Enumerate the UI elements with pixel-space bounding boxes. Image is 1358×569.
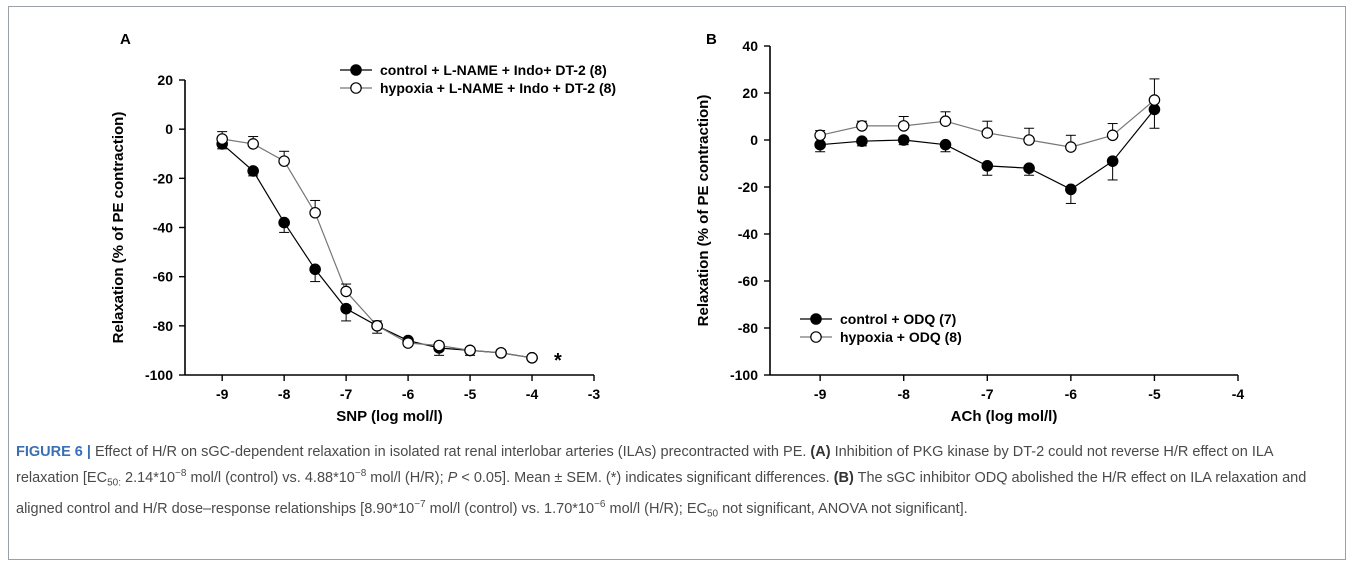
caption-text: mol/l (control) vs. 1.70*10 xyxy=(425,500,595,517)
x-tick-label: -5 xyxy=(464,386,477,402)
caption-superscript: −7 xyxy=(414,498,426,510)
y-tick-label: 0 xyxy=(750,132,758,148)
data-point xyxy=(1065,141,1077,153)
y-tick-label: -20 xyxy=(153,170,173,186)
data-point xyxy=(278,155,290,167)
legend-marker xyxy=(810,313,822,325)
significance-annotation: * xyxy=(554,350,562,372)
caption-text: Inhibition of PKG kinase by DT-2 could n… xyxy=(16,444,1273,486)
x-tick-label: -9 xyxy=(814,386,827,402)
caption-superscript: −8 xyxy=(175,468,187,479)
x-tick-label: -4 xyxy=(526,386,539,402)
caption-text: 2.14*10 xyxy=(120,469,176,486)
x-tick-label: -9 xyxy=(216,386,229,402)
data-point xyxy=(1023,162,1035,174)
x-tick-label: -6 xyxy=(1065,386,1078,402)
legend-entry: hypoxia + L-NAME + Indo + DT-2 (8) xyxy=(380,80,616,96)
y-tick-label: -20 xyxy=(738,179,758,195)
y-tick-label: -80 xyxy=(153,318,173,334)
caption-text: not significant, ANOVA not significant]. xyxy=(718,500,968,517)
panel-label: B xyxy=(706,31,717,48)
caption-subscript: 50 xyxy=(706,508,719,520)
panel-label: A xyxy=(120,31,131,48)
data-point xyxy=(495,347,507,359)
legend-marker xyxy=(350,82,362,94)
data-point xyxy=(247,165,259,177)
x-axis-label: ACh (log mol/l) xyxy=(951,408,1058,425)
data-point xyxy=(371,320,383,332)
y-tick-label: -60 xyxy=(153,269,173,285)
caption-text: < 0.05]. Mean ± SEM. (*) indicates signi… xyxy=(457,469,834,486)
caption-text: The sGC inhibitor ODQ abolished the H/R … xyxy=(16,469,1307,517)
data-point xyxy=(897,134,910,146)
caption-italic: P xyxy=(447,469,458,486)
data-point xyxy=(897,120,910,132)
legend-marker xyxy=(810,331,822,343)
x-tick-label: -3 xyxy=(588,386,601,402)
x-tick-label: -7 xyxy=(981,386,994,402)
y-tick-label: -40 xyxy=(738,226,758,242)
data-point xyxy=(340,285,352,298)
data-point xyxy=(856,135,868,147)
caption-label: FIGURE 6 | xyxy=(16,444,91,460)
y-tick-label: 0 xyxy=(165,121,173,137)
caption-superscript: −6 xyxy=(594,498,606,510)
y-tick-label: 20 xyxy=(742,85,758,101)
data-point xyxy=(981,160,994,172)
caption-text: mol/l (H/R); EC xyxy=(605,500,707,517)
y-tick-label: 40 xyxy=(742,38,758,54)
caption-superscript: −8 xyxy=(354,468,367,479)
data-point xyxy=(939,138,952,151)
data-point xyxy=(526,351,538,364)
caption-panel-b: (B) xyxy=(833,469,854,486)
data-point xyxy=(856,120,868,132)
data-point xyxy=(981,127,994,139)
data-point xyxy=(939,115,952,127)
y-tick-label: 20 xyxy=(157,72,173,88)
data-point xyxy=(278,216,290,229)
x-tick-label: -4 xyxy=(1232,386,1245,402)
data-point xyxy=(1065,183,1077,196)
y-tick-label: -100 xyxy=(145,367,173,383)
x-tick-label: -8 xyxy=(278,386,291,402)
legend-entry: control + L-NAME + Indo+ DT-2 (8) xyxy=(380,62,607,78)
y-tick-label: -60 xyxy=(738,273,758,289)
data-point xyxy=(433,339,445,352)
data-point xyxy=(464,344,476,357)
y-axis-label: Relaxation (% of PE contraction) xyxy=(695,95,712,327)
y-tick-label: -80 xyxy=(738,320,758,336)
data-point xyxy=(309,263,321,276)
x-tick-label: -5 xyxy=(1148,386,1161,402)
legend-entry: control + ODQ (7) xyxy=(840,311,956,327)
legend-entry: hypoxia + ODQ (8) xyxy=(840,329,962,345)
data-point xyxy=(247,138,259,150)
x-tick-label: -7 xyxy=(340,386,353,402)
caption-text: mol/l (control) vs. 4.88*10 xyxy=(186,469,355,486)
data-point xyxy=(1106,129,1119,142)
data-point xyxy=(216,133,228,145)
y-axis-label: Relaxation (% of PE contraction) xyxy=(110,112,127,344)
data-point xyxy=(1106,155,1119,167)
x-tick-label: -6 xyxy=(402,386,415,402)
legend-marker xyxy=(350,64,362,76)
x-tick-label: -8 xyxy=(897,386,910,402)
caption-text: Effect of H/R on sGC-dependent relaxatio… xyxy=(90,444,811,460)
caption-subscript: 50: xyxy=(107,477,121,489)
caption-text: mol/l (H/R); xyxy=(366,469,448,486)
y-tick-label: -100 xyxy=(730,367,758,383)
figure-frame xyxy=(8,6,1346,560)
y-tick-label: -40 xyxy=(153,220,173,236)
data-point xyxy=(340,302,352,315)
figure-caption: FIGURE 6 | Effect of H/R on sGC-dependen… xyxy=(16,442,1332,524)
data-point xyxy=(1148,94,1161,106)
data-point xyxy=(402,337,414,349)
data-point xyxy=(309,206,321,219)
caption-panel-a: (A) xyxy=(810,444,831,460)
data-point xyxy=(1023,134,1035,146)
data-point xyxy=(814,129,826,142)
x-axis-label: SNP (log mol/l) xyxy=(336,408,442,425)
